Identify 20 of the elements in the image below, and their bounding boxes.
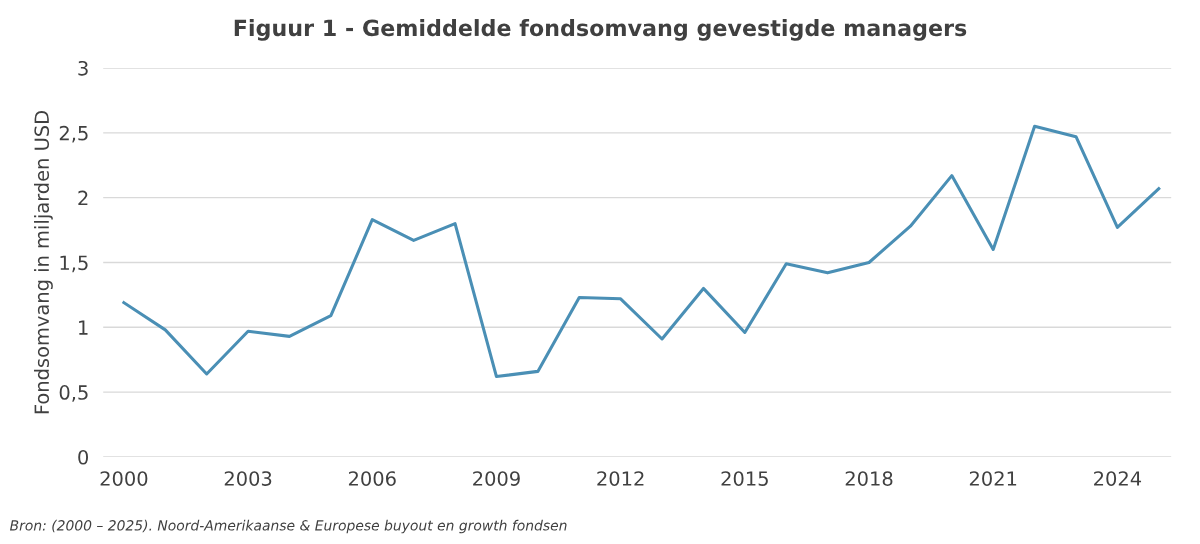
y-tick-label: 1 [79, 320, 88, 335]
y-tick-label: 2 [78, 190, 88, 206]
chart-title: Figuur 1 - Gemiddelde fondsomvang gevestigde managers [234, 19, 967, 41]
y-tick-label: 2,5 [59, 125, 88, 143]
y-tick-label: 0,5 [59, 385, 88, 402]
x-tick-label: 2018 [845, 471, 893, 486]
x-tick-label: 2012 [597, 471, 644, 486]
x-tick-label: 2024 [1094, 471, 1142, 486]
x-tick-label: 2021 [969, 471, 1017, 486]
x-tick-label: 2000 [100, 471, 148, 486]
y-axis-title: Fondsomvang in miljarden USD [34, 111, 53, 414]
y-tick-label: 1,5 [60, 255, 88, 273]
x-tick-label: 2015 [721, 471, 768, 486]
x-tick-label: 2009 [473, 471, 520, 486]
x-tick-label: 2003 [224, 471, 272, 486]
y-tick-label: 0 [78, 449, 89, 465]
y-tick-label: 3 [78, 60, 88, 76]
line-series [122, 124, 1161, 379]
text: Bron: (2000 – 2025). Noord-Amerikaanse & Europese buyout en growth fondsen [9, 519, 567, 534]
x-tick-label: 2006 [348, 471, 396, 486]
